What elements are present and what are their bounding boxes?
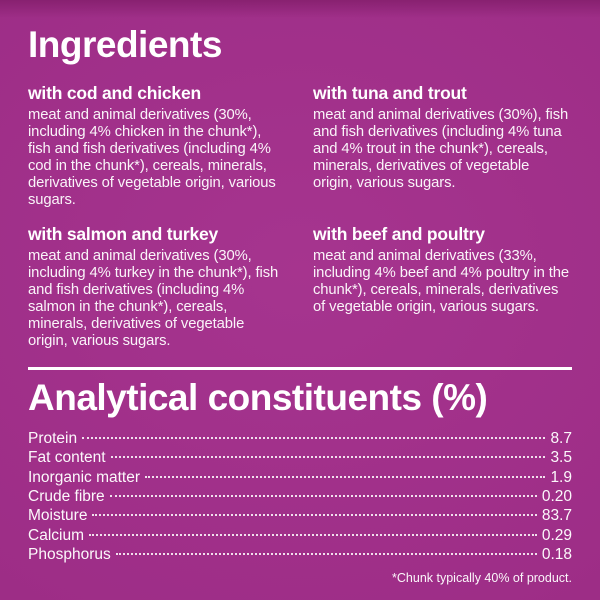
variant-tuna-and-trout: with tuna and trout meat and animal deri…: [313, 83, 572, 209]
row-value: 3.5: [550, 449, 572, 467]
variant-name: with tuna and trout: [313, 82, 467, 103]
analytical-constituents-heading: Analytical constituents (%): [28, 377, 488, 419]
table-row-crude-fibre: Crude fibre 0.20: [28, 488, 572, 507]
row-label: Calcium: [28, 526, 84, 544]
row-label: Inorganic matter: [28, 468, 140, 486]
dot-leader: [92, 514, 537, 517]
ingredients-heading: Ingredients: [28, 24, 222, 65]
dot-leader: [88, 533, 537, 536]
row-label: Fat content: [28, 449, 106, 467]
row-value: 0.29: [541, 526, 572, 544]
dot-leader: [109, 494, 537, 497]
table-row-moisture: Moisture 83.7: [28, 507, 572, 526]
table-row-phosphorus: Phosphorus 0.18: [28, 546, 572, 565]
dot-leader: [82, 437, 546, 440]
variant-cod-and-chicken: with cod and chicken meat and animal der…: [28, 83, 287, 209]
table-row-protein: Protein 8.7: [28, 430, 572, 449]
variant-salmon-and-turkey: with salmon and turkey meat and animal d…: [28, 224, 287, 350]
table-row-calcium: Calcium 0.29: [28, 527, 572, 546]
row-value: 83.7: [541, 507, 572, 525]
dot-leader: [115, 552, 537, 555]
variant-name: with cod and chicken: [28, 82, 201, 103]
variant-ingredients-text: meat and animal derivatives (30%, includ…: [28, 248, 279, 350]
row-label: Moisture: [28, 507, 88, 525]
variant-ingredients-text: meat and animal derivatives (30%, includ…: [28, 106, 276, 208]
analytical-constituents-table: Protein 8.7 Fat content 3.5 Inorganic ma…: [28, 430, 572, 565]
chunk-footnote: *Chunk typically 40% of product.: [392, 571, 572, 585]
variant-beef-and-poultry: with beef and poultry meat and animal de…: [313, 224, 572, 350]
row-value: 0.20: [541, 487, 572, 505]
row-label: Crude fibre: [28, 487, 105, 505]
row-label: Protein: [28, 430, 78, 448]
row-value: 8.7: [550, 430, 572, 448]
section-divider: [28, 367, 572, 371]
table-row-inorganic-matter: Inorganic matter 1.9: [28, 469, 572, 488]
variant-ingredients-text: meat and animal derivatives (30%), fish …: [313, 106, 569, 191]
variant-name: with beef and poultry: [313, 224, 485, 245]
variant-name: with salmon and turkey: [28, 224, 219, 245]
table-row-fat-content: Fat content 3.5: [28, 449, 572, 468]
variant-ingredients-text: meat and animal derivatives (33%, includ…: [313, 248, 570, 316]
dot-leader: [145, 475, 546, 478]
row-value: 1.9: [550, 468, 572, 486]
row-value: 0.18: [541, 545, 572, 563]
row-label: Phosphorus: [28, 545, 111, 563]
dot-leader: [110, 456, 546, 459]
ingredients-grid: with cod and chicken meat and animal der…: [28, 83, 572, 351]
